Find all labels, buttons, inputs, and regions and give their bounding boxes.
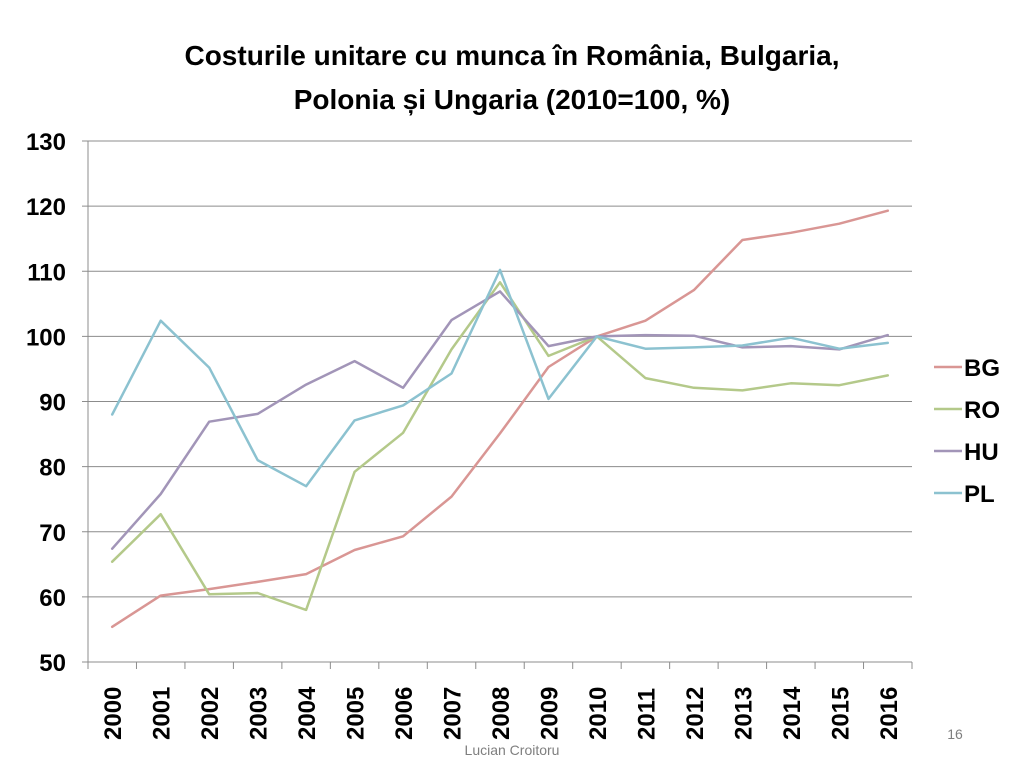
y-tick-label: 120 — [26, 194, 66, 221]
legend: BG RO HU PL — [934, 355, 1000, 508]
x-tick-label: 2005 — [343, 687, 370, 740]
x-tick-label: 2014 — [779, 686, 806, 740]
slide-number: 16 — [947, 726, 963, 742]
series-line-hu — [110, 290, 890, 550]
series-line-ro — [110, 281, 890, 612]
series-line-bg — [110, 209, 890, 629]
y-tick-label: 80 — [39, 455, 66, 482]
series-line-pl — [110, 268, 890, 488]
y-tick-label: 130 — [26, 129, 66, 156]
x-tick-label: 2009 — [536, 687, 563, 740]
axes: 50 60 70 80 90 100 110 120 130 2000 2001 2002 2003 20… — [26, 129, 913, 740]
x-tick-label: 2001 — [149, 687, 176, 740]
x-tick-label: 2015 — [827, 687, 854, 740]
chart-title-line-1: Costurile unitare cu munca în România, B… — [184, 40, 840, 71]
series-lines — [110, 209, 890, 629]
legend-label-bg: BG — [964, 355, 1000, 382]
x-tick-label: 2016 — [876, 687, 903, 740]
x-tick-label: 2013 — [730, 687, 757, 740]
x-tick-label: 2003 — [246, 687, 273, 740]
legend-label-ro: RO — [964, 397, 1000, 424]
y-tick-label: 100 — [26, 324, 66, 351]
x-tick-label: 2012 — [682, 687, 709, 740]
author-footer: Lucian Croitoru — [464, 742, 560, 758]
x-tick-label: 2010 — [585, 687, 612, 740]
x-tick-label: 2011 — [633, 688, 660, 740]
x-tick-label: 2007 — [440, 687, 467, 740]
y-tick-label: 60 — [39, 585, 66, 612]
y-tick-label: 90 — [39, 390, 66, 417]
x-tick-label: 2000 — [100, 687, 127, 740]
chart-title: Costurile unitare cu munca în România, B… — [0, 34, 1024, 122]
x-tick-label: 2008 — [488, 687, 515, 740]
y-tick-label: 50 — [39, 650, 66, 677]
y-tick-label: 70 — [39, 520, 66, 547]
gridlines — [88, 140, 912, 598]
x-tick-label: 2004 — [294, 686, 321, 740]
x-tick-label: 2006 — [391, 687, 418, 740]
x-tick-label: 2002 — [197, 687, 224, 740]
chart-title-line-2: Polonia și Ungaria (2010=100, %) — [293, 84, 731, 115]
legend-label-pl: PL — [964, 481, 995, 508]
y-tick-label: 110 — [27, 259, 66, 286]
legend-label-hu: HU — [964, 439, 999, 466]
